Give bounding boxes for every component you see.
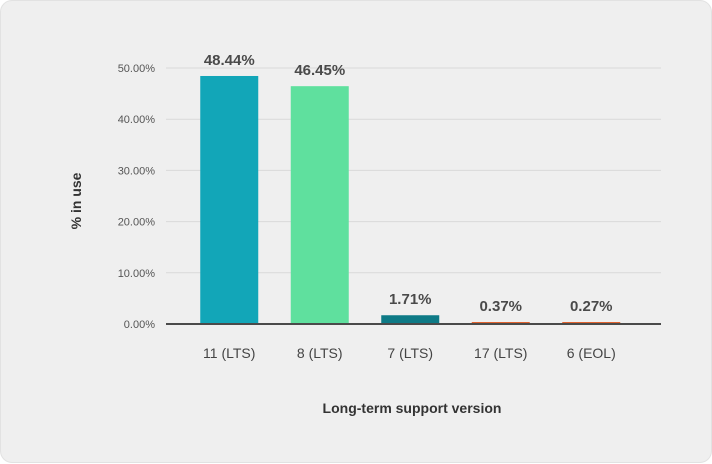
y-tick-label: 10.00%	[118, 268, 156, 280]
x-category-label: 11 (LTS)	[203, 345, 255, 361]
bar-value-labels: 48.44% 46.45% 1.71% 0.37% 0.27%	[204, 52, 613, 315]
x-category-label: 6 (EOL)	[567, 345, 616, 361]
x-category-label: 8 (LTS)	[297, 345, 343, 361]
bar-value-label: 1.71%	[389, 291, 432, 308]
y-tick-label: 40.00%	[118, 114, 156, 126]
x-axis-title: Long-term support version	[323, 400, 502, 416]
bar	[200, 75, 259, 324]
bar	[381, 315, 440, 324]
y-tick-label: 30.00%	[118, 165, 156, 177]
x-category-label: 17 (LTS)	[474, 345, 527, 361]
bar-value-label: 46.45%	[294, 62, 345, 79]
x-axis-categories: 11 (LTS) 8 (LTS) 7 (LTS) 17 (LTS) 6 (EOL)	[203, 345, 616, 361]
bar-value-label: 0.27%	[570, 298, 613, 315]
y-tick-label: 20.00%	[118, 217, 156, 229]
y-axis-ticks: 0.00% 10.00% 20.00% 30.00% 40.00% 50.00%	[118, 63, 156, 331]
y-tick-label: 50.00%	[118, 63, 156, 75]
bars	[200, 75, 621, 325]
bar	[290, 86, 349, 325]
y-axis-title: % in use	[68, 172, 84, 229]
bar-value-label: 48.44%	[204, 52, 255, 69]
y-tick-label: 0.00%	[124, 319, 155, 331]
x-category-label: 7 (LTS)	[387, 345, 433, 361]
bar-value-label: 0.37%	[479, 298, 522, 315]
